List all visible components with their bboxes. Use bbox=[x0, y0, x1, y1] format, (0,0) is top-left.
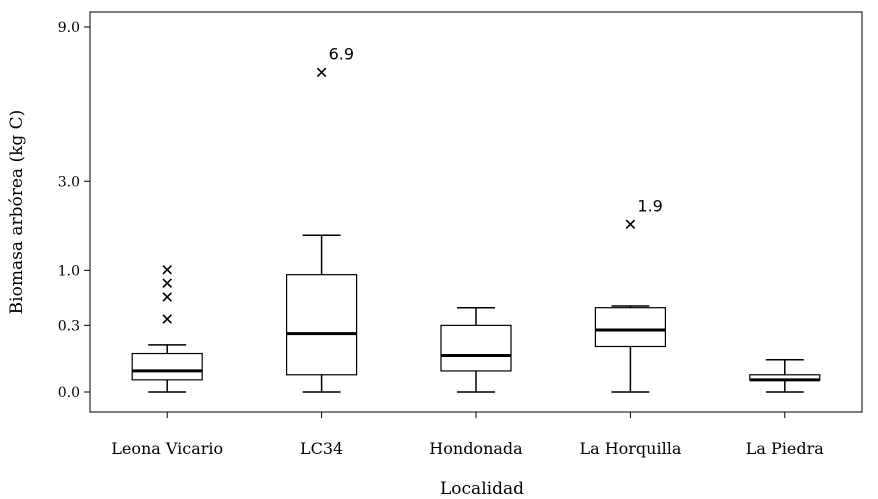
y-tick-label: 3.0 bbox=[58, 174, 80, 190]
x-tick-label: La Horquilla bbox=[579, 439, 681, 458]
x-tick-label: La Piedra bbox=[746, 439, 824, 458]
outlier-cross-b bbox=[162, 278, 172, 288]
box-iqr bbox=[594, 307, 667, 348]
box-lc34: 6.9 bbox=[286, 44, 358, 393]
y-tick-label: 0.3 bbox=[58, 318, 80, 334]
outlier-marker bbox=[316, 67, 327, 78]
box-iqr bbox=[286, 274, 358, 376]
box-series: 6.9 1.9 bbox=[131, 44, 821, 393]
box-iqr bbox=[440, 324, 512, 372]
outlier-marker bbox=[162, 314, 172, 324]
x-axis-title: Localidad bbox=[440, 479, 524, 499]
outlier-marker bbox=[625, 219, 636, 230]
y-tick-label: 0.0 bbox=[58, 385, 80, 401]
outlier-marker bbox=[162, 292, 172, 302]
outlier-label: 6.9 bbox=[329, 44, 354, 63]
outlier-cross-b bbox=[162, 264, 172, 275]
outlier-label: 1.9 bbox=[637, 196, 662, 215]
outlier-marker bbox=[162, 278, 172, 288]
x-tick-label: Hondonada bbox=[429, 439, 523, 458]
box-la-piedra bbox=[749, 359, 821, 393]
y-axis-title: Biomasa arbórea (kg C) bbox=[7, 110, 27, 315]
outlier-cross-b bbox=[162, 292, 172, 302]
y-axis-ticks: 0.0 0.3 1.0 3.0 9.0 bbox=[58, 20, 90, 401]
box-iqr bbox=[131, 352, 203, 381]
box-hondonada bbox=[440, 306, 512, 393]
y-tick-label: 9.0 bbox=[58, 20, 80, 36]
outlier-cross-b bbox=[316, 67, 327, 78]
outlier-cross-b bbox=[625, 219, 636, 230]
x-tick-label: LC34 bbox=[300, 439, 343, 458]
box-leona-vicario bbox=[131, 264, 203, 393]
box-la-horquilla: 1.9 bbox=[594, 196, 667, 393]
x-axis-labels: Leona Vicario LC34 Hondonada La Horquilla La… bbox=[111, 412, 824, 458]
outlier-marker bbox=[162, 264, 172, 275]
x-tick-label: Leona Vicario bbox=[111, 439, 223, 458]
y-tick-label: 1.0 bbox=[58, 263, 80, 279]
outlier-cross-b bbox=[162, 314, 172, 324]
